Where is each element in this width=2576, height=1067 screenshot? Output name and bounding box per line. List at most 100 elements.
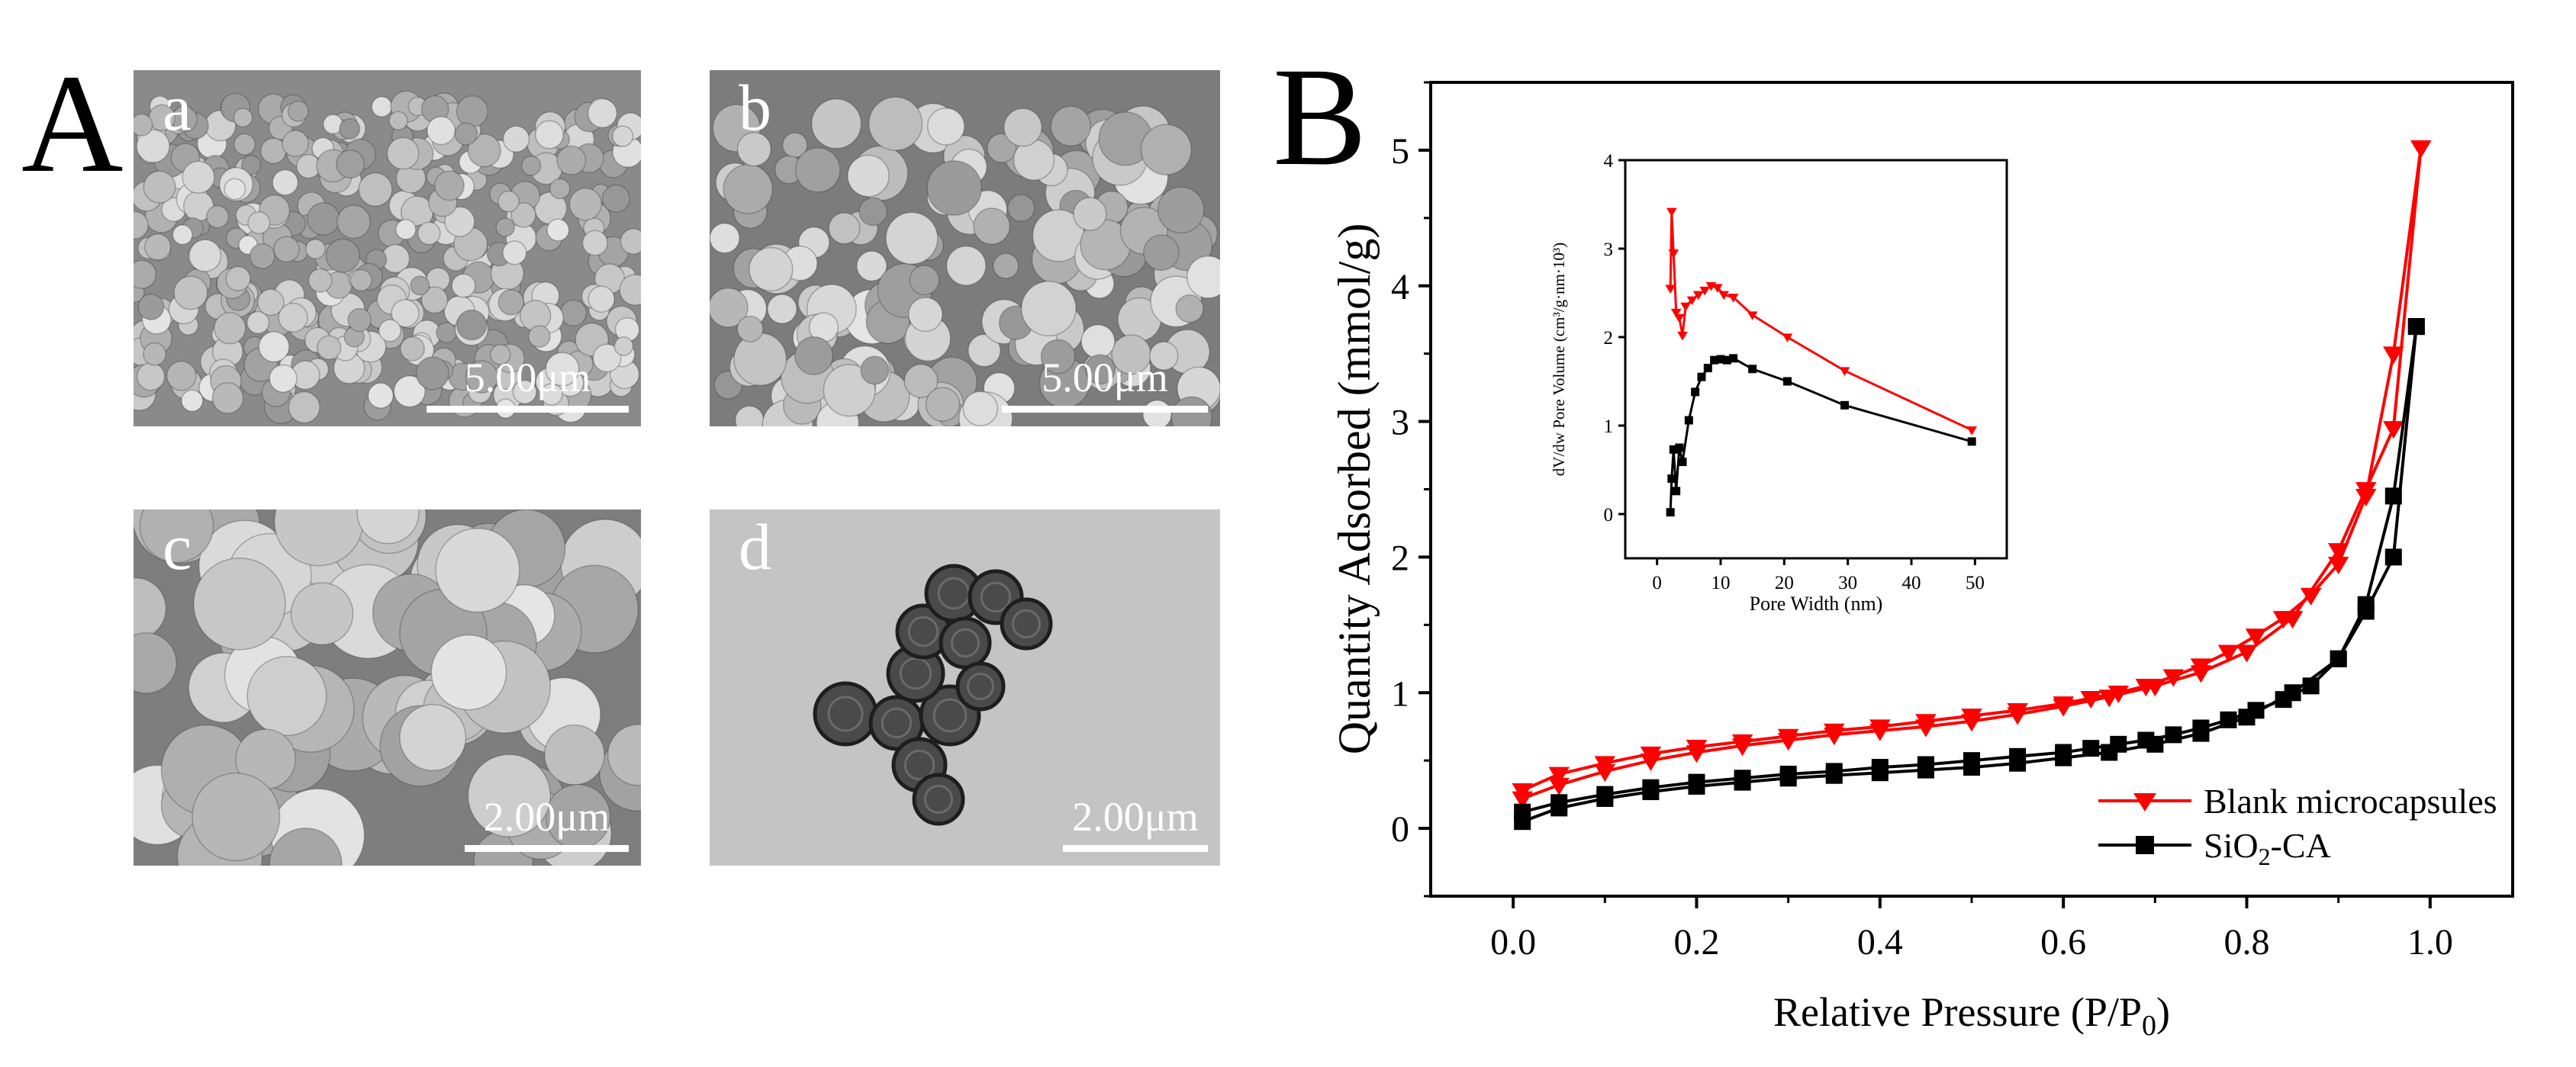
particle (794, 336, 834, 375)
micrograph-label-c: c (163, 510, 192, 583)
data-point-blank-desorption (1640, 746, 1662, 765)
particle (399, 703, 467, 772)
particle (723, 164, 774, 214)
panel-a-letter: A (21, 46, 124, 202)
inset-data-point-blank (1692, 291, 1704, 300)
micrograph-b-image (710, 70, 1220, 426)
y-tick-label: 3 (1391, 403, 1409, 443)
data-point-sio2-desorption (1871, 759, 1889, 776)
particle (993, 252, 1019, 279)
data-point-blank-desorption (2383, 346, 2404, 365)
particle (587, 98, 618, 129)
scale-bar-c: 2.00μm (465, 796, 629, 852)
microcapsule-core (967, 673, 994, 700)
scale-bar-d-text: 2.00μm (1072, 794, 1199, 840)
particle (308, 268, 333, 293)
particle (710, 287, 749, 328)
data-point-blank-desorption (2007, 703, 2028, 722)
microcapsule (1000, 597, 1053, 651)
y-axis-label: Quantity Adsorbed (mmol/g) (1329, 223, 1380, 755)
particle (367, 382, 394, 409)
particle (1175, 294, 1204, 323)
scale-bar-b-line (1002, 406, 1208, 413)
scale-bar-c-text: 2.00μm (483, 794, 610, 840)
inset-data-point-sio2 (1710, 355, 1719, 365)
particle (495, 217, 515, 237)
particle (339, 118, 361, 140)
data-point-blank-desorption (2135, 679, 2157, 697)
particle (269, 364, 298, 393)
inset-y-axis-label: dV/dw Pore Volume (cm³/g·nm·10³) (1550, 243, 1568, 476)
data-point-sio2-desorption (2407, 318, 2425, 336)
series-blank-adsorption-line (1521, 147, 2423, 800)
data-point-sio2-desorption (2055, 744, 2072, 761)
particle (134, 632, 177, 694)
particle (502, 125, 530, 153)
x-tick-label: 0.8 (2224, 922, 2270, 963)
particle (288, 390, 320, 424)
inset-data-point-sio2 (1666, 508, 1675, 517)
data-point-blank-desorption (2327, 556, 2349, 575)
particle (1040, 339, 1076, 374)
data-point-blank-desorption (1731, 734, 1753, 753)
microcapsule (939, 616, 992, 670)
particle (136, 129, 170, 163)
scale-bar-a-text: 5.00μm (464, 355, 591, 400)
particle (278, 302, 308, 333)
legend-label-sio2: SiO2-CA (2204, 826, 2331, 870)
particle (213, 312, 246, 345)
x-tick-label: 0.0 (1490, 922, 1536, 963)
particle (868, 96, 923, 151)
particle (559, 299, 588, 327)
inset-data-point-blank (1782, 333, 1793, 342)
particle (767, 294, 797, 324)
micrograph-d: d 2.00μm (710, 509, 1220, 866)
particle (945, 245, 987, 286)
particle (733, 332, 787, 387)
data-point-sio2-desorption (2302, 677, 2320, 695)
particle (512, 379, 537, 404)
microcapsule-core (903, 749, 935, 781)
particle (549, 178, 571, 200)
legend-label-blank: Blank microcapsules (2204, 782, 2497, 821)
inset-x-tick-label: 20 (1775, 573, 1794, 593)
microcapsule-core (932, 698, 968, 733)
particle (794, 146, 841, 193)
particle (534, 120, 565, 149)
particle (304, 239, 326, 260)
inset-x-tick-label: 50 (1966, 573, 1985, 593)
particle (395, 219, 417, 240)
particle (568, 188, 602, 221)
particle (858, 197, 888, 227)
data-point-blank-desorption (2300, 587, 2322, 606)
data-point-blank-desorption (1594, 756, 1616, 774)
particle (451, 273, 476, 298)
scale-bar-a: 5.00μm (427, 357, 629, 413)
data-point-blank-desorption (2355, 489, 2377, 507)
particle (173, 275, 208, 310)
inset-data-point-sio2 (1691, 387, 1700, 397)
inset-data-point-sio2 (1840, 400, 1849, 410)
inset-y-tick-label: 4 (1604, 151, 1614, 172)
data-point-blank-desorption (1512, 783, 1533, 802)
particle (1050, 105, 1092, 147)
particle (193, 557, 286, 651)
inset-data-point-sio2 (1672, 487, 1681, 496)
particle (349, 268, 372, 292)
data-point-sio2-desorption (2192, 719, 2210, 737)
particle (527, 325, 551, 348)
micrograph-label-b: b (739, 71, 771, 144)
isotherm-chart: B 0 1 2 3 4 5 0.0 0.2 0.4 0.6 0.8 1.0 Quantity Ads… (1273, 39, 2514, 1042)
data-point-sio2-desorption (1825, 763, 1843, 780)
particle (847, 154, 890, 198)
microcapsule (912, 773, 965, 826)
particle (925, 387, 961, 422)
particle (1080, 323, 1116, 359)
inset-data-point-sio2 (1697, 372, 1706, 381)
inset-data-point-sio2 (1703, 364, 1712, 373)
x-tick-label: 1.0 (2407, 922, 2453, 963)
particle (347, 307, 372, 333)
data-point-blank-desorption (2190, 658, 2212, 677)
particle (136, 362, 166, 391)
particle (211, 382, 244, 414)
